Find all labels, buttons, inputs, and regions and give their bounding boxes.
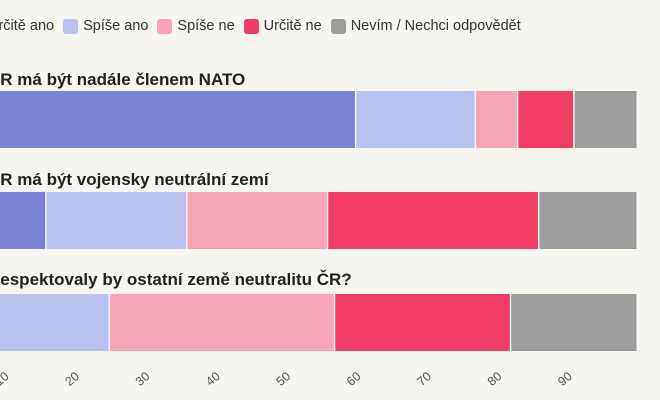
bar-segment-q1-urcite-ne	[518, 91, 574, 148]
bar-segment-q1-urcite-ano	[0, 91, 355, 148]
question-title-nato: ČR má být nadále členem NATO	[0, 70, 246, 89]
bar-segment-q2-urcite-ne	[328, 192, 538, 249]
x-tick-label-60: 60	[344, 369, 364, 389]
legend-item-urcite-ne: Určitě ne	[243, 18, 322, 34]
bar-segment-q1-spise-ano	[356, 91, 475, 148]
bar-segment-q3-nevim-nechci-odpovedet	[511, 294, 637, 351]
x-tick-label-10: 10	[0, 369, 12, 389]
x-tick-label-50: 50	[274, 369, 294, 389]
question-title-respect: Respektovaly by ostatní země neutralitu …	[0, 270, 352, 289]
legend-item-urcite-ano: Určitě ano	[0, 18, 54, 34]
legend-label-urcite-ne: Určitě ne	[263, 18, 322, 34]
legend-item-spise-ano: Spíše ano	[63, 18, 148, 34]
legend-item-spise-ne: Spíše ne	[157, 18, 235, 34]
bar-segment-q3-urcite-ne	[335, 294, 510, 351]
bar-segment-q1-nevim-nechci-odpovedet	[574, 91, 637, 148]
bar-segment-q1-spise-ne	[476, 91, 517, 148]
bar-segment-q3-spise-ano	[0, 294, 109, 351]
legend-swatch-spise-ano	[63, 18, 79, 34]
x-tick-label-20: 20	[62, 369, 82, 389]
bar-segment-q2-spise-ano	[46, 192, 186, 249]
legend-label-spise-ano: Spíše ano	[83, 18, 149, 34]
bar-segment-q2-spise-ne	[187, 192, 327, 249]
x-tick-label-40: 40	[203, 369, 223, 389]
x-tick-label-80: 80	[485, 369, 505, 389]
legend-label-spise-ne: Spíše ne	[177, 18, 235, 34]
x-tick-label-90: 90	[555, 369, 575, 389]
legend-swatch-nevim	[330, 18, 346, 34]
x-tick-label-70: 70	[414, 369, 434, 389]
question-title-neutrality: ČR má být vojensky neutrální zemí	[0, 170, 269, 189]
bar-segment-q2-urcite-ano	[0, 192, 46, 249]
legend-item-nevim: Nevím / Nechci odpovědět	[330, 18, 521, 34]
bar-segment-q2-nevim-nechci-odpovedet	[539, 192, 637, 249]
bar-segment-q3-spise-ne	[110, 294, 334, 351]
legend-swatch-urcite-ne	[243, 18, 259, 34]
chart-legend: Určitě ano Spíše ano Spíše ne Určitě ne …	[0, 14, 530, 38]
x-tick-label-30: 30	[133, 369, 153, 389]
legend-swatch-spise-ne	[157, 18, 173, 34]
legend-label-nevim: Nevím / Nechci odpovědět	[350, 18, 521, 34]
legend-label-urcite-ano: Určitě ano	[0, 18, 55, 34]
